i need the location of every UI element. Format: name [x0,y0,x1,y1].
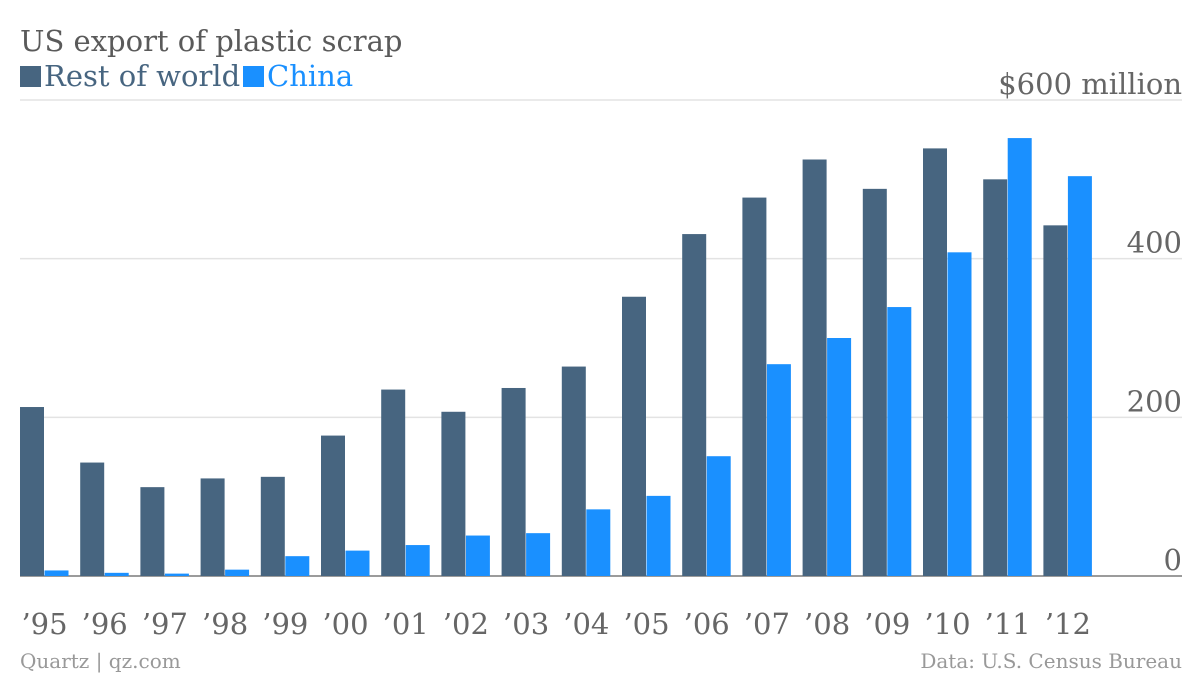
bar-rest-of-world [742,197,767,576]
bar-china [1067,176,1092,576]
bar-china [104,572,129,576]
x-tick-label: ’04 [563,607,609,641]
bar-china [646,495,671,576]
x-tick-label: ’95 [21,607,67,641]
y-tick-label: 200 [1127,384,1182,418]
y-axis-ticks: 0 200 400 $600 million [998,67,1182,577]
x-tick-label: ’06 [684,607,730,641]
bar-rest-of-world [381,389,406,576]
legend: Rest of world China [20,59,353,93]
bar-china [465,535,490,576]
bar-china [766,364,791,576]
bar-rest-of-world [140,487,165,576]
x-tick-label: ’08 [804,607,850,641]
bar-rest-of-world [260,476,285,576]
bar-rest-of-world [983,179,1008,577]
bar-china [706,456,731,576]
x-tick-label: ’10 [924,607,970,641]
bar-china [285,556,310,576]
legend-label-china: China [267,59,353,93]
bar-rest-of-world [200,478,225,576]
chart-title: US export of plastic scrap [20,24,402,58]
bar-china [827,338,852,576]
bar-china [164,573,189,576]
bar-rest-of-world [20,407,44,576]
legend-label-rest-of-world: Rest of world [44,59,240,93]
bar-rest-of-world [501,387,526,576]
bar-china [887,307,912,576]
y-tick-label: 0 [1164,543,1182,577]
x-tick-label: ’03 [503,607,549,641]
data-source: Data: U.S. Census Bureau [920,649,1182,673]
x-tick-label: ’01 [383,607,429,641]
legend-swatch-china [243,66,264,87]
bar-china [405,545,430,576]
bar-rest-of-world [561,366,586,576]
bar-china [947,252,972,576]
bar-rest-of-world [862,188,887,576]
bar-rest-of-world [80,462,105,576]
bar-china [44,570,69,576]
x-tick-label: ’99 [262,607,308,641]
bar-china [586,509,611,576]
x-tick-label: ’07 [744,607,790,641]
bar-rest-of-world [1043,225,1068,576]
x-tick-label: ’12 [1045,607,1091,641]
source-credit: Quartz | qz.com [20,649,181,674]
x-axis-ticks: ’95 ’96 ’97 ’98 ’99 ’00 ’01 ’02 ’03 ’04 ’05 ’06 ’07 ’… [21,607,1091,641]
x-tick-label: ’96 [82,607,128,641]
bar-rest-of-world [682,234,707,576]
x-tick-label: ’09 [864,607,910,641]
bar-rest-of-world [321,435,345,576]
bar-china [225,569,250,576]
x-tick-label: ’00 [322,607,368,641]
bar-china [345,550,370,576]
legend-swatch-rest-of-world [20,66,41,87]
bar-rest-of-world [923,148,947,577]
bar-china [1007,138,1032,576]
bar-china [526,533,551,576]
bars [20,138,1092,577]
x-tick-label: ’98 [202,607,248,641]
y-tick-label: 400 [1127,226,1182,260]
y-tick-label: $600 million [998,67,1182,101]
x-tick-label: ’11 [985,607,1031,641]
x-tick-label: ’97 [142,607,188,641]
bar-rest-of-world [441,411,466,576]
bar-rest-of-world [802,159,827,576]
x-tick-label: ’05 [623,607,669,641]
x-tick-label: ’02 [443,607,489,641]
bar-rest-of-world [622,296,646,576]
